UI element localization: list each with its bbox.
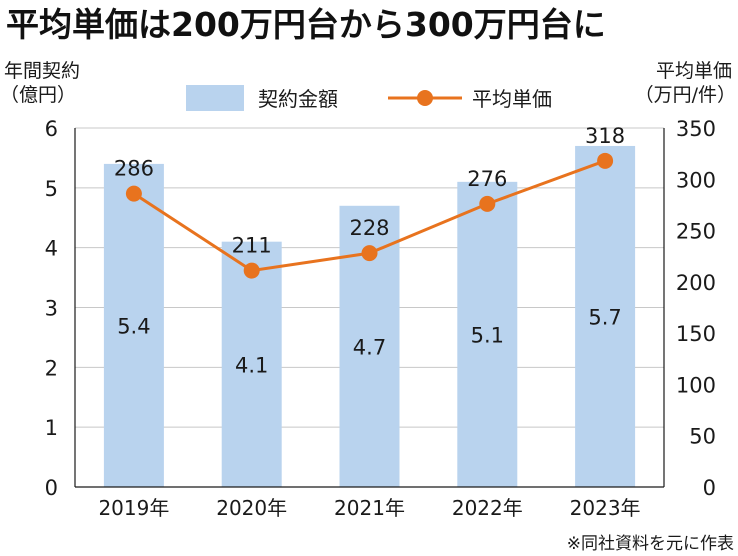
bar-value-label: 5.4 <box>117 314 150 338</box>
right-tick-label: 200 <box>676 271 716 295</box>
legend: 契約金額 平均単価 <box>186 85 552 111</box>
right-tick-label: 250 <box>676 220 716 244</box>
legend-line-label: 平均単価 <box>472 87 552 111</box>
bar-value-label: 4.7 <box>353 335 386 359</box>
right-tick-label: 300 <box>676 168 716 192</box>
avg-price-label: 228 <box>349 216 389 240</box>
bar <box>103 163 164 487</box>
right-tick-label: 100 <box>676 373 716 397</box>
right-axis-label-line2: （万円/件） <box>635 84 736 106</box>
bar <box>457 181 518 487</box>
avg-price-point <box>361 245 378 262</box>
bar-value-label: 5.7 <box>588 305 621 329</box>
left-axis-label-line1: 年間契約 <box>4 60 80 82</box>
line-series: 286 211 228 276 318 <box>114 124 625 279</box>
left-tick-label: 6 <box>45 117 58 141</box>
left-tick-label: 5 <box>45 177 58 201</box>
avg-price-label: 318 <box>585 124 625 148</box>
left-tick-label: 2 <box>45 356 58 380</box>
avg-price-point <box>597 152 614 169</box>
x-tick-label: 2019年 <box>98 496 169 520</box>
bar <box>575 145 636 487</box>
bar-value-label: 4.1 <box>235 353 268 377</box>
legend-bar-swatch <box>186 85 244 111</box>
x-tick-label: 2023年 <box>570 496 641 520</box>
source-note: ※同社資料を元に作表 <box>567 534 734 554</box>
left-tick-label: 1 <box>45 416 58 440</box>
bar-value-label: 5.1 <box>471 323 504 347</box>
right-tick-label: 50 <box>689 425 716 449</box>
chart-title: 平均単価は200万円台から300万円台に <box>6 5 606 44</box>
legend-line-marker <box>417 90 433 106</box>
x-tick-label: 2020年 <box>216 496 287 520</box>
avg-price-point <box>243 262 260 279</box>
left-axis-label-line2: （億円） <box>0 84 76 106</box>
x-tick-label: 2021年 <box>334 496 405 520</box>
bar <box>221 241 282 487</box>
avg-price-label: 286 <box>114 157 154 181</box>
bar-series: 5.4 4.1 4.7 5.1 5.7 <box>103 145 636 488</box>
avg-price-label: 276 <box>467 167 507 191</box>
right-axis-label-line1: 平均単価 <box>656 60 732 82</box>
avg-price-label: 211 <box>232 234 272 258</box>
axes: 0 1 2 3 4 5 6 0 50 100 150 200 250 300 350 2019年 2020年 20… <box>45 117 716 520</box>
left-tick-label: 0 <box>45 476 58 500</box>
right-tick-label: 350 <box>676 117 716 141</box>
avg-price-point <box>125 185 142 202</box>
avg-price-point <box>479 195 496 212</box>
legend-bar-label: 契約金額 <box>258 87 338 111</box>
left-tick-label: 3 <box>45 297 58 321</box>
right-tick-label: 150 <box>676 322 716 346</box>
left-tick-label: 4 <box>45 237 58 261</box>
right-tick-label: 0 <box>703 476 716 500</box>
x-tick-label: 2022年 <box>452 496 523 520</box>
